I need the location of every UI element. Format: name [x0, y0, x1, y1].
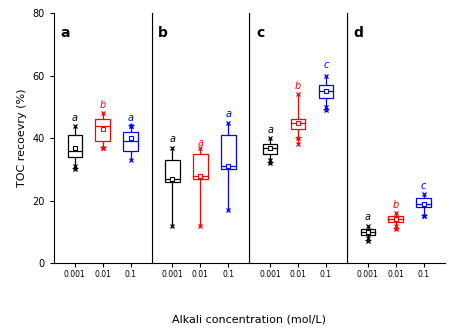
Bar	[361, 229, 375, 235]
Bar	[193, 154, 207, 179]
Text: c: c	[421, 181, 426, 191]
Bar	[96, 120, 110, 141]
Text: a: a	[61, 26, 70, 40]
Text: a: a	[169, 135, 176, 145]
Text: b: b	[392, 200, 399, 210]
Text: d: d	[354, 26, 364, 40]
Text: b: b	[295, 81, 301, 91]
Text: Alkali concentration (mol/L): Alkali concentration (mol/L)	[172, 315, 326, 325]
Bar	[165, 160, 180, 182]
Bar	[67, 135, 82, 157]
Text: c: c	[323, 60, 329, 70]
Text: a: a	[198, 138, 203, 148]
Bar	[123, 132, 138, 151]
Bar	[416, 197, 431, 207]
Text: b: b	[100, 100, 106, 110]
Text: a: a	[267, 125, 273, 135]
Bar	[221, 135, 236, 169]
Text: c: c	[256, 26, 264, 40]
Y-axis label: TOC recoevry (%): TOC recoevry (%)	[17, 89, 27, 187]
Text: a: a	[365, 212, 371, 222]
Text: a: a	[128, 113, 134, 123]
Text: a: a	[72, 113, 78, 123]
Bar	[319, 85, 333, 98]
Text: a: a	[225, 110, 231, 120]
Bar	[388, 216, 403, 222]
Text: b: b	[158, 26, 168, 40]
Bar	[263, 145, 277, 154]
Bar	[291, 120, 305, 129]
